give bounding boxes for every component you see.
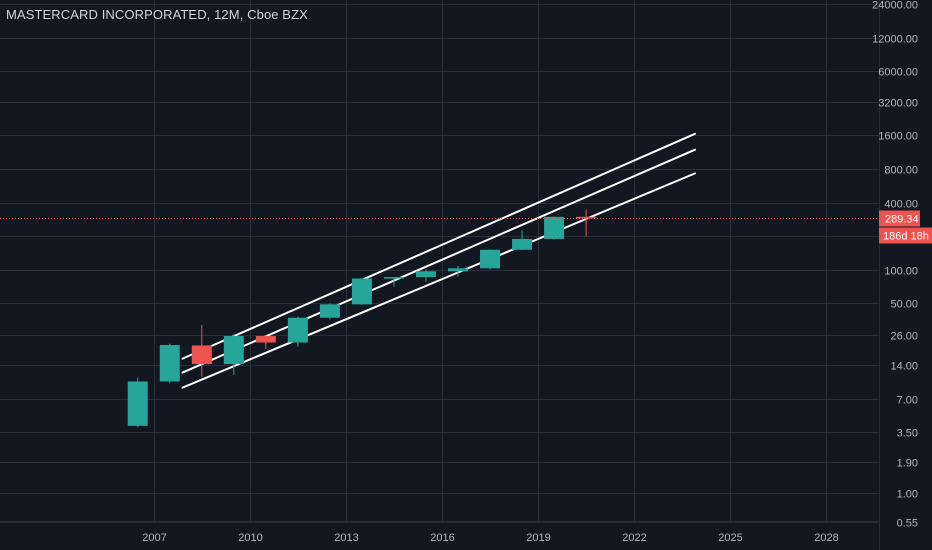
price-tick-label: 7.00 — [897, 395, 918, 407]
channel-lines — [181, 132, 696, 389]
candle[interactable] — [159, 343, 180, 384]
chart-title: MASTERCARD INCORPORATED, 12M, Cboe BZX — [6, 7, 308, 22]
price-tick-label: 1.90 — [897, 458, 918, 470]
price-tick-label: 800.00 — [884, 165, 918, 177]
price-tick-label: 14.00 — [890, 361, 918, 373]
candle[interactable] — [351, 278, 372, 305]
candle[interactable] — [544, 216, 565, 240]
candle[interactable] — [447, 266, 468, 277]
price-tick-label: 100.00 — [884, 266, 918, 278]
candle[interactable] — [480, 249, 501, 270]
time-tick-label: 2019 — [526, 532, 550, 544]
bar-countdown-value: 186d 18h — [883, 231, 929, 243]
candle[interactable] — [127, 377, 148, 428]
price-tick-label: 26.00 — [890, 331, 918, 343]
price-tick-label: 1600.00 — [878, 131, 918, 143]
time-tick-label: 2016 — [430, 532, 454, 544]
bar-countdown-badge — [879, 227, 932, 244]
price-tick-label: 400.00 — [884, 199, 918, 211]
price-tick-label: 0.55 — [897, 518, 918, 530]
price-tick-label: 24000.00 — [872, 0, 918, 12]
candle[interactable] — [319, 303, 340, 320]
candle-body — [127, 381, 148, 426]
candle-body — [255, 336, 276, 343]
time-axis[interactable]: 2007 2010 2013 2016 2019 2022 2025 2028 — [142, 532, 838, 544]
channel-line[interactable] — [181, 148, 696, 374]
candle[interactable] — [576, 209, 597, 237]
candle-body — [576, 216, 597, 219]
candle[interactable] — [415, 269, 436, 282]
candle-body — [191, 345, 212, 365]
candle-body — [447, 268, 468, 272]
price-tick-label: 3.50 — [897, 428, 918, 440]
price-tick-label: 1.00 — [897, 489, 918, 501]
time-tick-label: 2025 — [718, 532, 742, 544]
candle-body — [415, 271, 436, 278]
candle[interactable] — [191, 325, 212, 377]
price-tick-label: 6000.00 — [878, 67, 918, 79]
time-tick-label: 2007 — [142, 532, 166, 544]
candle-body — [287, 317, 308, 343]
candle-body — [512, 238, 533, 250]
candle-body — [544, 216, 565, 239]
channel-line[interactable] — [181, 172, 696, 389]
candle-body — [351, 278, 372, 305]
candle-body — [223, 336, 244, 365]
price-axis[interactable]: 24000.00 12000.00 6000.00 3200.00 1600.00 800… — [872, 0, 918, 530]
time-tick-label: 2022 — [622, 532, 646, 544]
candle[interactable] — [223, 334, 244, 376]
candle-body — [480, 249, 501, 269]
candle-body — [159, 344, 180, 382]
price-tick-label: 50.00 — [890, 299, 918, 311]
candle-body — [383, 277, 404, 279]
time-tick-label: 2028 — [814, 532, 838, 544]
last-price-value: 289.34 — [885, 214, 919, 226]
last-price-badge — [879, 210, 920, 227]
channel-line[interactable] — [181, 132, 696, 360]
candles — [127, 209, 597, 428]
candle-body — [319, 304, 340, 318]
time-tick-label: 2013 — [334, 532, 358, 544]
candle[interactable] — [287, 316, 308, 347]
price-tick-label: 12000.00 — [872, 34, 918, 46]
candle[interactable] — [383, 277, 404, 287]
price-badges: 289.34 186d 18h — [879, 210, 932, 244]
price-tick-label: 3200.00 — [878, 98, 918, 110]
grid — [0, 0, 880, 523]
candle[interactable] — [512, 230, 533, 251]
candle[interactable] — [255, 335, 276, 350]
time-tick-label: 2010 — [238, 532, 262, 544]
